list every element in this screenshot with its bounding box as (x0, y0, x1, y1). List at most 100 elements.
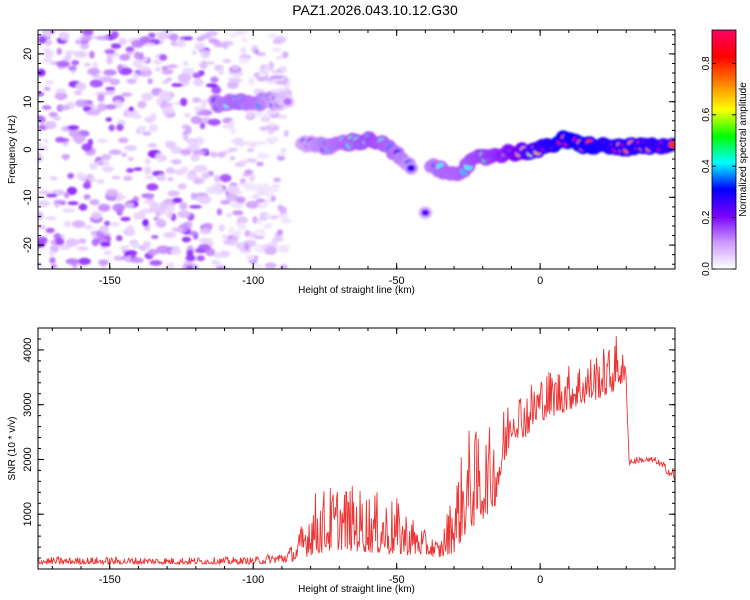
noise-blob (141, 92, 153, 102)
noise-blob (156, 245, 170, 254)
noise-blob (95, 35, 109, 41)
noise-blob (45, 227, 55, 233)
noise-blob (38, 154, 44, 163)
noise-blob (192, 177, 205, 185)
noise-blob (153, 216, 159, 221)
noise-blob (108, 149, 122, 155)
noise-blob (63, 220, 71, 228)
noise-blob (201, 172, 210, 180)
noise-blob (113, 255, 124, 261)
noise-blob (253, 72, 260, 78)
noise-blob (71, 220, 86, 228)
noise-blob (137, 125, 147, 132)
noise-blob (177, 73, 192, 82)
noise-blob (183, 61, 189, 66)
noise-blob (171, 227, 184, 232)
noise-blob (155, 31, 170, 37)
noise-blob (73, 90, 83, 96)
noise-blob (226, 193, 238, 202)
noise-blob (64, 50, 78, 55)
noise-blob (273, 177, 282, 182)
noise-blob (218, 224, 225, 232)
noise-blob (45, 216, 57, 221)
noise-blob (53, 115, 61, 121)
noise-blob (251, 264, 264, 269)
noise-blob (85, 110, 100, 116)
noise-blob (268, 127, 274, 135)
noise-blob (123, 175, 133, 181)
noise-blob (119, 53, 131, 61)
noise-blob (41, 105, 52, 110)
noise-blob (58, 104, 71, 111)
noise-blob (181, 81, 190, 86)
noise-blob (45, 80, 54, 85)
y-tick-label: 10 (22, 96, 34, 108)
noise-blob (152, 59, 163, 65)
noise-blob (271, 47, 283, 53)
noise-blob (257, 204, 267, 209)
noise-blob (158, 90, 172, 100)
noise-blob (146, 183, 159, 191)
noise-blob (240, 47, 247, 54)
noise-blob (156, 174, 167, 182)
noise-blob (166, 262, 175, 269)
noise-blob (251, 195, 261, 199)
noise-blob (229, 32, 238, 38)
signal-core (283, 98, 292, 106)
noise-blob (59, 32, 70, 41)
noise-blob (80, 35, 92, 42)
noise-blob (101, 166, 115, 173)
noise-blob (280, 147, 287, 154)
x-tick-label: -100 (242, 574, 264, 586)
noise-blob (202, 222, 213, 229)
noise-blob (74, 39, 81, 45)
noise-blob (227, 147, 239, 152)
noise-blob (82, 181, 92, 190)
noise-blob (112, 203, 125, 212)
noise-blob (205, 83, 218, 88)
noise-blob (281, 51, 289, 59)
noise-blob (118, 38, 127, 45)
x-tick-label: 0 (537, 574, 543, 586)
noise-blob (105, 188, 118, 198)
noise-blob (71, 59, 80, 66)
noise-blob (232, 210, 244, 216)
noise-blob (149, 202, 161, 211)
noise-blob (257, 154, 271, 158)
noise-blob (108, 124, 115, 132)
noise-blob (44, 40, 53, 45)
noise-blob (211, 260, 221, 266)
noise-blob (38, 190, 51, 195)
signal-track (208, 91, 675, 220)
noise-blob (49, 250, 56, 257)
y-tick-label: -10 (22, 189, 34, 205)
noise-blob (186, 143, 200, 152)
noise-blob (147, 143, 158, 148)
y-tick-label: -20 (22, 237, 34, 253)
noise-blob (128, 106, 134, 112)
noise-blob (244, 230, 251, 237)
noise-blob (229, 120, 235, 126)
noise-blob (161, 66, 168, 70)
noise-blob (141, 208, 150, 214)
noise-blob (264, 64, 271, 73)
x-tick-label: 0 (537, 275, 543, 287)
noise-blob (170, 146, 183, 154)
noise-blob (110, 221, 120, 227)
noise-blob (155, 152, 164, 161)
noise-blob (156, 98, 163, 106)
noise-blob (198, 195, 212, 205)
noise-blob (49, 176, 58, 181)
noise-blob (100, 241, 111, 247)
noise-blob (161, 102, 174, 107)
noise-blob (126, 51, 134, 55)
noise-blob (252, 216, 258, 224)
noise-blob (118, 137, 129, 144)
noise-blob (142, 218, 149, 227)
noise-blob (78, 203, 88, 211)
noise-blob (215, 265, 227, 269)
noise-blob (229, 126, 236, 135)
x-axis-label: Height of straight line (km) (298, 285, 415, 296)
noise-blob (56, 60, 70, 68)
noise-blob (271, 237, 278, 244)
